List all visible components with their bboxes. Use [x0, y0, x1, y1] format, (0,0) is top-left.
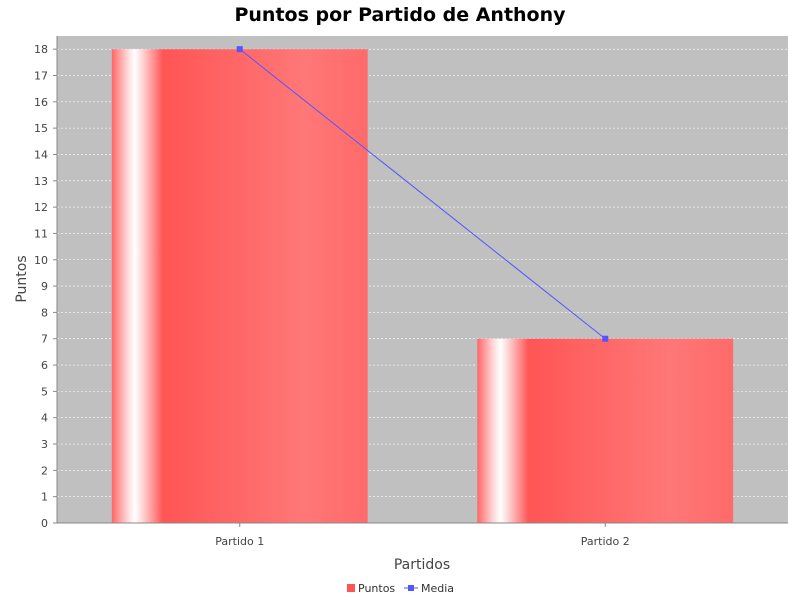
- y-tick-label: 17: [34, 69, 48, 82]
- y-tick-label: 3: [41, 438, 48, 451]
- y-tick-label: 6: [41, 359, 48, 372]
- media-line: [236, 46, 609, 342]
- y-tick-label: 8: [41, 306, 48, 319]
- x-tick-label: Partido 1: [215, 535, 264, 548]
- media-point-1: [236, 46, 243, 53]
- legend-label-puntos: Puntos: [358, 582, 395, 595]
- legend-swatch-puntos: [347, 584, 355, 592]
- y-tick-label: 5: [41, 385, 48, 398]
- legend: Puntos Media: [347, 582, 454, 595]
- y-tick-label: 12: [34, 201, 48, 214]
- chart-title: Puntos por Partido de Anthony: [234, 4, 566, 26]
- y-axis-label: Puntos: [14, 255, 30, 302]
- y-tick-label: 1: [41, 491, 48, 504]
- y-tick-label: 9: [41, 280, 48, 293]
- x-axis-ticks: Partido 1 Partido 2: [215, 523, 630, 548]
- y-tick-label: 16: [34, 96, 48, 109]
- y-tick-label: 4: [41, 412, 48, 425]
- y-tick-label: 14: [34, 148, 48, 161]
- y-tick-label: 2: [41, 464, 48, 477]
- bar-1: [111, 49, 368, 523]
- y-tick-label: 7: [41, 333, 48, 346]
- bar-2: [477, 338, 734, 523]
- bars: [111, 49, 734, 523]
- y-tick-label: 15: [34, 122, 48, 135]
- media-point-2: [602, 335, 609, 342]
- y-tick-label: 10: [34, 254, 48, 267]
- x-tick-label: Partido 2: [581, 535, 630, 548]
- x-axis-label: Partidos: [394, 557, 450, 573]
- y-tick-label: 11: [34, 227, 48, 240]
- y-tick-label: 13: [34, 175, 48, 188]
- legend-label-media: Media: [421, 582, 454, 595]
- media-line-path: [239, 48, 606, 340]
- y-tick-label: 0: [41, 517, 48, 530]
- y-tick-label: 18: [34, 43, 48, 56]
- legend-swatch-media-marker: [408, 585, 414, 591]
